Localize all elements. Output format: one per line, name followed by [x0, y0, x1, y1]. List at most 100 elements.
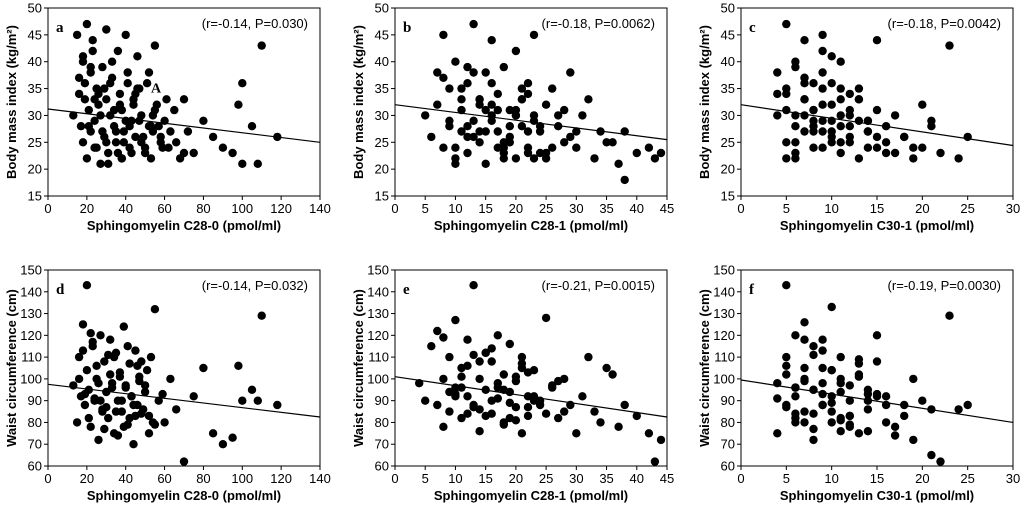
data-point [800, 36, 809, 45]
data-point [872, 132, 882, 142]
data-point [927, 450, 936, 460]
data-point [111, 407, 121, 416]
data-point [481, 105, 490, 115]
data-point [890, 422, 900, 431]
data-point [111, 127, 121, 136]
data-point [457, 95, 466, 104]
data-point [76, 122, 86, 131]
data-point [154, 396, 163, 405]
data-point [827, 366, 836, 375]
point-annotation: A [151, 81, 162, 96]
data-point [854, 372, 864, 381]
data-point [102, 25, 111, 34]
data-point [523, 403, 533, 412]
data-point [656, 148, 666, 158]
y-tick-label: 70 [28, 437, 42, 452]
data-point [800, 111, 809, 120]
correlation-annotation: (r=-0.18, P=0.0042) [888, 16, 1001, 31]
y-tick-label: 70 [375, 437, 389, 452]
data-point [238, 396, 247, 405]
data-point [614, 422, 623, 431]
data-point [578, 111, 587, 120]
data-point [123, 68, 132, 77]
data-point [493, 143, 502, 152]
trend-line [47, 383, 321, 418]
data-point [541, 409, 551, 418]
panel-e: 0 5 10 15 20 25 30 35 40 45 60 70 80 90 100 110 120 130 14… [351, 263, 674, 504]
data-point [809, 116, 818, 126]
data-point [872, 389, 882, 399]
data-point [98, 127, 107, 136]
data-point [863, 396, 873, 405]
y-tick-label: 45 [375, 27, 389, 42]
data-point [523, 368, 533, 377]
data-point [475, 374, 484, 384]
data-point [487, 116, 496, 126]
data-point [150, 305, 160, 314]
data-point [107, 57, 117, 66]
data-point [82, 281, 92, 290]
y-tick-label: 60 [28, 459, 42, 474]
data-point [445, 352, 454, 362]
data-point [800, 95, 809, 104]
data-point [632, 411, 641, 421]
trend-line [394, 104, 668, 141]
data-point [872, 143, 882, 152]
data-point [554, 376, 563, 386]
y-tick-label: 100 [367, 371, 389, 386]
data-point [523, 89, 533, 99]
data-point [94, 379, 103, 388]
data-point [845, 420, 854, 429]
x-tick-label: 80 [196, 471, 210, 486]
data-point [854, 429, 864, 438]
data-point [154, 122, 163, 131]
data-point [78, 52, 88, 61]
data-point [529, 30, 539, 40]
data-point [517, 429, 527, 438]
data-point [827, 52, 836, 61]
data-point [487, 36, 496, 45]
y-tick-label: 15 [375, 189, 389, 204]
data-point [146, 352, 156, 362]
trend-line [47, 108, 321, 143]
y-tick-label: 40 [28, 54, 42, 69]
data-point [560, 407, 569, 416]
data-point [487, 100, 496, 109]
trend-line [740, 379, 1014, 424]
data-point [809, 342, 818, 351]
data-point [845, 132, 854, 142]
data-point [218, 440, 228, 449]
y-tick-label: 40 [721, 54, 735, 69]
data-point [80, 389, 90, 399]
correlation-annotation: (r=-0.19, P=0.0030) [888, 278, 1001, 293]
data-point [909, 154, 918, 163]
data-point [818, 30, 827, 40]
plot-frame [394, 7, 668, 197]
x-axis-label: Sphingomyelin C28-0 (pmol/ml) [87, 488, 281, 503]
data-point [123, 79, 132, 88]
data-point [782, 89, 791, 99]
data-point [74, 352, 84, 362]
y-axis-label: Body mass index (kg/m²) [697, 25, 712, 179]
data-point [148, 111, 158, 120]
data-point [836, 138, 845, 147]
y-tick-label: 130 [713, 306, 735, 321]
data-point [632, 148, 641, 158]
x-tick-label: 140 [309, 471, 331, 486]
x-tick-label: 120 [270, 471, 292, 486]
data-point [505, 138, 514, 147]
data-point [918, 396, 927, 405]
data-point [845, 411, 854, 421]
data-point [469, 281, 478, 290]
data-point [135, 376, 144, 386]
y-tick-label: 20 [375, 162, 389, 177]
data-point [86, 422, 95, 431]
data-point [818, 335, 827, 344]
data-point [936, 148, 945, 158]
data-point [872, 331, 882, 340]
y-tick-label: 90 [721, 393, 735, 408]
data-point [493, 379, 502, 388]
data-point [92, 143, 101, 152]
data-point [827, 79, 836, 88]
x-tick-label: 35 [599, 201, 613, 216]
